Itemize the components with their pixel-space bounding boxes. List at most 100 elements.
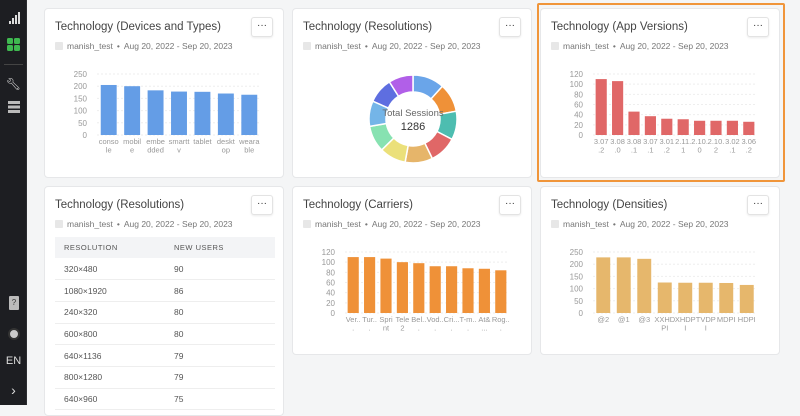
bar[interactable] bbox=[364, 257, 376, 313]
bar[interactable] bbox=[413, 263, 425, 313]
y-tick-label: 40 bbox=[326, 289, 335, 298]
svg-text:?: ? bbox=[11, 298, 16, 307]
donut-slice[interactable] bbox=[388, 74, 414, 98]
bar[interactable] bbox=[612, 81, 624, 135]
bar[interactable] bbox=[396, 262, 408, 313]
avatar[interactable] bbox=[0, 328, 27, 343]
bar[interactable] bbox=[124, 86, 141, 135]
bar[interactable] bbox=[147, 90, 164, 135]
bar[interactable] bbox=[495, 270, 507, 313]
bar[interactable] bbox=[743, 121, 755, 135]
database-icon[interactable] bbox=[0, 101, 27, 116]
bar[interactable] bbox=[462, 268, 474, 313]
y-tick-label: 80 bbox=[326, 268, 335, 277]
y-tick-label: 150 bbox=[74, 94, 88, 103]
wrench-icon[interactable]: 🔧︎ bbox=[5, 77, 22, 91]
bar[interactable] bbox=[616, 257, 631, 313]
bar[interactable] bbox=[478, 268, 490, 313]
x-tick-label: HDPI bbox=[738, 315, 756, 324]
analytics-icon[interactable] bbox=[0, 12, 27, 27]
bar[interactable] bbox=[657, 282, 672, 314]
card-title: Technology (Carriers) bbox=[303, 199, 413, 211]
user-name: manish_test bbox=[563, 219, 609, 229]
separator: • bbox=[364, 219, 368, 229]
table-row: 600×800 80 bbox=[55, 323, 275, 346]
x-tick-label: T-m.. bbox=[459, 315, 476, 324]
bar[interactable] bbox=[739, 284, 754, 313]
x-tick-label: 3.07 bbox=[594, 137, 609, 146]
y-tick-label: 150 bbox=[570, 272, 584, 281]
dashboard-grid-icon[interactable] bbox=[0, 38, 27, 54]
resolutions-donut-chart bbox=[368, 74, 458, 164]
resolution-cell: 600×800 bbox=[55, 323, 165, 346]
bar[interactable] bbox=[596, 257, 611, 313]
bar[interactable] bbox=[726, 120, 738, 135]
card-resolutions-donut: Technology (Resolutions) ··· manish_test… bbox=[292, 8, 532, 178]
x-tick-label: .2 bbox=[664, 146, 670, 155]
x-tick-label: Bel.. bbox=[411, 315, 426, 324]
bar[interactable] bbox=[628, 111, 640, 135]
x-tick-label: 1 bbox=[681, 146, 685, 155]
new-users-cell: 80 bbox=[165, 323, 275, 346]
y-tick-label: 60 bbox=[326, 279, 335, 288]
card-meta: manish_test • Aug 20, 2022 - Sep 20, 2023 bbox=[303, 41, 481, 51]
bar[interactable] bbox=[217, 93, 234, 135]
y-tick-label: 120 bbox=[322, 248, 336, 257]
x-tick-label: smartt bbox=[169, 137, 191, 146]
card-resolutions-table: Technology (Resolutions) ··· manish_test… bbox=[44, 186, 284, 416]
more-options-button[interactable]: ··· bbox=[251, 195, 273, 215]
bar[interactable] bbox=[194, 91, 211, 135]
x-tick-label: 3.02 bbox=[725, 137, 740, 146]
bar[interactable] bbox=[694, 120, 706, 135]
x-tick-label: . bbox=[369, 324, 371, 333]
bar[interactable] bbox=[100, 84, 117, 135]
language-switch[interactable]: EN bbox=[5, 355, 22, 367]
more-options-button[interactable]: ··· bbox=[499, 17, 521, 37]
y-tick-label: 50 bbox=[78, 119, 87, 128]
bar[interactable] bbox=[446, 266, 458, 313]
card-meta: manish_test • Aug 20, 2022 - Sep 20, 2023 bbox=[55, 41, 233, 51]
x-tick-label: XHDP bbox=[675, 315, 696, 324]
bar[interactable] bbox=[380, 258, 392, 313]
x-tick-label: Tur.. bbox=[362, 315, 377, 324]
card-title: Technology (Densities) bbox=[551, 199, 668, 211]
bar[interactable] bbox=[698, 282, 713, 313]
bar[interactable] bbox=[595, 79, 607, 135]
bar[interactable] bbox=[347, 257, 359, 313]
bar[interactable] bbox=[171, 91, 187, 135]
new-users-cell: 75 bbox=[165, 388, 275, 411]
bar[interactable] bbox=[677, 119, 689, 135]
expand-sidebar-button[interactable]: › bbox=[11, 382, 16, 398]
more-options-button[interactable]: ··· bbox=[251, 17, 273, 37]
separator: • bbox=[612, 219, 616, 229]
y-tick-label: 0 bbox=[579, 309, 584, 318]
date-range: Aug 20, 2022 - Sep 20, 2023 bbox=[619, 219, 729, 229]
bar[interactable] bbox=[644, 116, 656, 135]
more-options-button[interactable]: ··· bbox=[499, 195, 521, 215]
card-title: Technology (Devices and Types) bbox=[55, 21, 221, 33]
column-header-new-users[interactable]: NEW USERS bbox=[165, 237, 275, 258]
bar[interactable] bbox=[429, 266, 441, 313]
bar[interactable] bbox=[241, 94, 258, 135]
bar[interactable] bbox=[678, 282, 693, 313]
more-options-button[interactable]: ··· bbox=[747, 17, 769, 37]
column-header-resolution[interactable]: RESOLUTION bbox=[55, 237, 165, 258]
x-tick-label: 3.06 bbox=[741, 137, 756, 146]
separator: • bbox=[116, 219, 120, 229]
x-tick-label: ble bbox=[244, 146, 254, 155]
date-range: Aug 20, 2022 - Sep 20, 2023 bbox=[123, 219, 233, 229]
user-name: manish_test bbox=[67, 219, 113, 229]
user-icon bbox=[551, 42, 559, 50]
more-options-button[interactable]: ··· bbox=[747, 195, 769, 215]
table-row: 320×480 90 bbox=[55, 258, 275, 281]
new-users-cell: 79 bbox=[165, 344, 275, 367]
bar[interactable] bbox=[661, 118, 673, 135]
bar[interactable] bbox=[710, 120, 722, 135]
bar[interactable] bbox=[719, 282, 734, 313]
separator: • bbox=[116, 41, 120, 51]
y-tick-label: 120 bbox=[570, 70, 584, 79]
help-icon[interactable]: ? bbox=[0, 296, 27, 313]
bar[interactable] bbox=[637, 258, 652, 313]
card-title: Technology (Resolutions) bbox=[303, 21, 433, 33]
